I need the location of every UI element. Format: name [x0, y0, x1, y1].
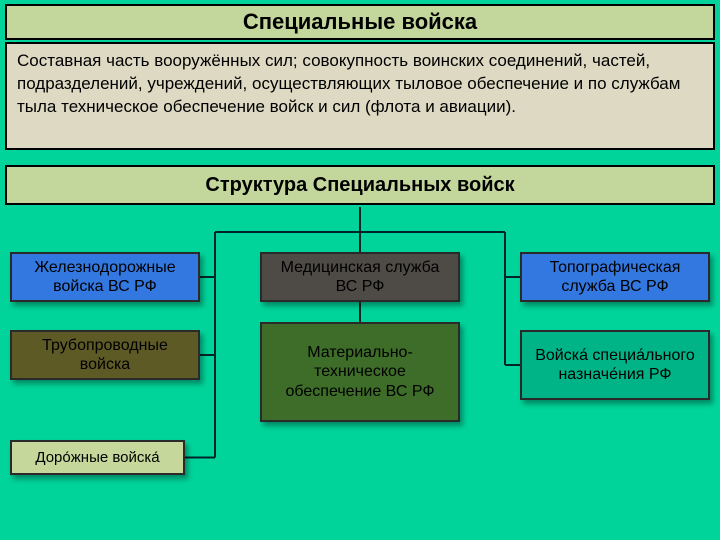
node-med: Медицинская служба ВС РФ	[260, 252, 460, 302]
node-road: Доро́жные войска́	[10, 440, 185, 475]
node-topo: Топографическая служба ВС РФ	[520, 252, 710, 302]
diagram-canvas: Специальные войска Составная часть воору…	[0, 0, 720, 540]
structure-title: Структура Специальных войск	[5, 165, 715, 205]
main-title: Специальные войска	[5, 4, 715, 40]
node-rail: Железнодорожные войска ВС РФ	[10, 252, 200, 302]
description-box: Составная часть вооружённых сил; совокуп…	[5, 42, 715, 150]
node-mto: Материально-техническое обеспечение ВС Р…	[260, 322, 460, 422]
node-pipe: Трубопроводные войска	[10, 330, 200, 380]
node-spn: Войска́ специа́льного назначе́ния РФ	[520, 330, 710, 400]
